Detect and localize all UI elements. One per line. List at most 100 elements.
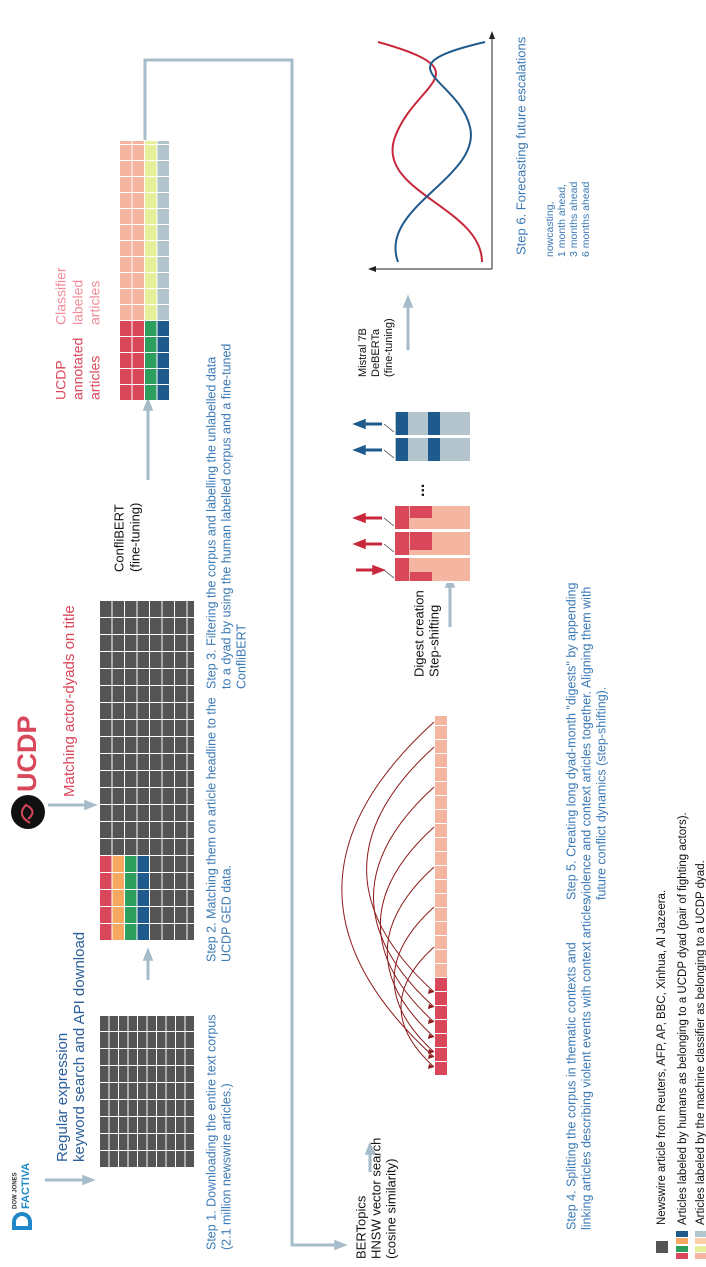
link-arc xyxy=(366,746,435,993)
cell xyxy=(175,635,187,651)
cell xyxy=(125,703,137,719)
cell xyxy=(125,652,137,668)
cell xyxy=(120,145,132,160)
cell xyxy=(112,703,124,719)
annotation: UCDP xyxy=(53,360,69,400)
digest xyxy=(428,412,440,436)
cell xyxy=(162,601,174,617)
cell xyxy=(119,1066,128,1082)
cell xyxy=(175,601,187,617)
cell xyxy=(185,1134,194,1150)
cell xyxy=(162,754,174,770)
cell xyxy=(112,686,124,702)
cell xyxy=(145,141,157,144)
arrow-head xyxy=(402,294,414,308)
cell xyxy=(150,618,162,634)
cell xyxy=(137,669,149,685)
annotation: (fine-tuning) xyxy=(383,318,395,377)
cell xyxy=(162,771,174,787)
cell xyxy=(145,241,157,256)
cell xyxy=(128,1134,137,1150)
cell xyxy=(100,1117,109,1133)
connector xyxy=(143,58,338,1247)
cell xyxy=(176,1049,185,1065)
cell xyxy=(125,635,137,651)
legend-swatch xyxy=(676,1253,688,1259)
cell xyxy=(435,726,447,739)
cell xyxy=(120,241,132,256)
legend-swatch xyxy=(695,1246,706,1252)
cell xyxy=(138,1016,147,1031)
cell xyxy=(138,1151,147,1167)
cell xyxy=(137,635,149,651)
annotation: Matching actor-dyads on title xyxy=(61,605,78,797)
cell xyxy=(150,856,162,872)
arrow-head xyxy=(352,418,366,430)
arrow-head xyxy=(428,1019,434,1024)
cell xyxy=(435,768,447,781)
cell xyxy=(157,353,169,368)
cell xyxy=(157,209,169,224)
cell xyxy=(150,771,162,787)
cell xyxy=(157,1032,166,1048)
cell xyxy=(145,177,157,192)
cell xyxy=(145,145,157,160)
cell xyxy=(187,856,194,872)
cell xyxy=(435,950,447,963)
cell xyxy=(157,1151,166,1167)
arrow-head xyxy=(334,1239,348,1251)
cell xyxy=(162,720,174,736)
cell xyxy=(120,289,132,304)
arrow-head xyxy=(352,512,366,524)
cell xyxy=(435,1020,447,1033)
cell xyxy=(147,1151,156,1167)
cell xyxy=(137,788,149,804)
cell xyxy=(162,635,174,651)
cell xyxy=(132,161,144,176)
cell xyxy=(185,1049,194,1065)
cell xyxy=(175,839,187,855)
cell xyxy=(175,822,187,838)
cell xyxy=(100,601,112,617)
cell xyxy=(162,890,174,906)
cell xyxy=(145,353,157,368)
cell xyxy=(138,1032,147,1048)
cell xyxy=(137,754,149,770)
cell xyxy=(162,618,174,634)
cell xyxy=(145,257,157,272)
cell xyxy=(166,1016,175,1031)
cell xyxy=(112,890,124,906)
cell xyxy=(132,141,144,144)
cell xyxy=(162,686,174,702)
step-text: UCDP GED data. xyxy=(219,865,233,962)
cell xyxy=(175,618,187,634)
cell xyxy=(132,257,144,272)
step-text: (2.1 million newswire articles.) xyxy=(219,1083,233,1250)
cell xyxy=(187,788,194,804)
cell xyxy=(145,369,157,384)
cell xyxy=(162,703,174,719)
cell xyxy=(112,669,124,685)
legend-text: Articles labeled by humans as belonging … xyxy=(677,812,689,1225)
cell xyxy=(125,873,137,889)
digest xyxy=(395,558,409,582)
cell xyxy=(175,890,187,906)
cell xyxy=(157,337,169,352)
cell xyxy=(175,788,187,804)
cell xyxy=(176,1100,185,1116)
cell xyxy=(132,305,144,320)
cell xyxy=(100,686,112,702)
cell xyxy=(119,1032,128,1048)
step-text: Step 2. Matching them on article headlin… xyxy=(204,697,218,962)
cell xyxy=(137,856,149,872)
cell xyxy=(137,618,149,634)
cell xyxy=(109,1151,118,1167)
cell xyxy=(157,241,169,256)
cell xyxy=(185,1117,194,1133)
cell xyxy=(150,754,162,770)
arrow-head xyxy=(352,538,366,550)
cell xyxy=(128,1049,137,1065)
cell xyxy=(175,771,187,787)
cell xyxy=(150,601,162,617)
